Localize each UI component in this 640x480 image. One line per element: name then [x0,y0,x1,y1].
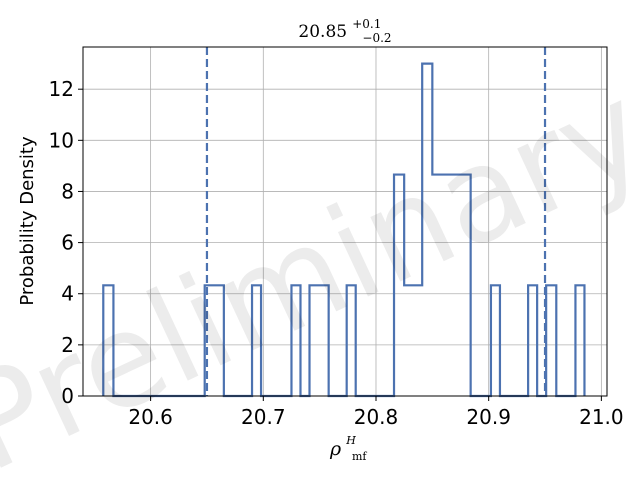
title-value: 20.85 [298,22,347,42]
y-tick-label: 10 [49,128,74,152]
y-tick-label: 0 [61,384,74,408]
y-axis-label: Probability Density [17,136,38,306]
title-upper-error: +0.1 [352,17,381,31]
x-tick-label: 20.6 [128,405,173,429]
histogram-step [102,62,586,398]
y-tick-label: 6 [61,231,74,255]
x-axis-label: ρ H mf [329,429,367,463]
x-tick-label: 20.8 [354,405,399,429]
histogram-bin [575,285,584,396]
y-tick-label: 8 [61,179,74,203]
xlabel-subscript: mf [352,450,367,463]
histogram-outline [102,62,586,398]
y-tick-label: 2 [61,333,74,357]
x-tick-label: 20.9 [466,405,511,429]
x-tick-label: 20.7 [241,405,286,429]
chart-title: 20.85 +0.1 −0.2 [298,13,391,45]
y-tick-label: 12 [49,77,74,101]
histogram-bin [491,285,500,396]
x-tick-label: 21.0 [579,405,624,429]
y-tick-label: 4 [61,282,74,306]
title-lower-error: −0.2 [362,31,391,45]
histogram-bin [528,285,537,396]
plot-frame [82,46,608,397]
y-axis-ticks: 0 2 4 6 8 10 12 [49,77,83,408]
credible-interval-lines [205,47,547,396]
histogram-bin [546,285,556,396]
x-axis-ticks: 20.6 20.7 20.8 20.9 21.0 [128,396,624,429]
xlabel-symbol: ρ [329,438,342,460]
xlabel-superscript: H [345,434,356,447]
